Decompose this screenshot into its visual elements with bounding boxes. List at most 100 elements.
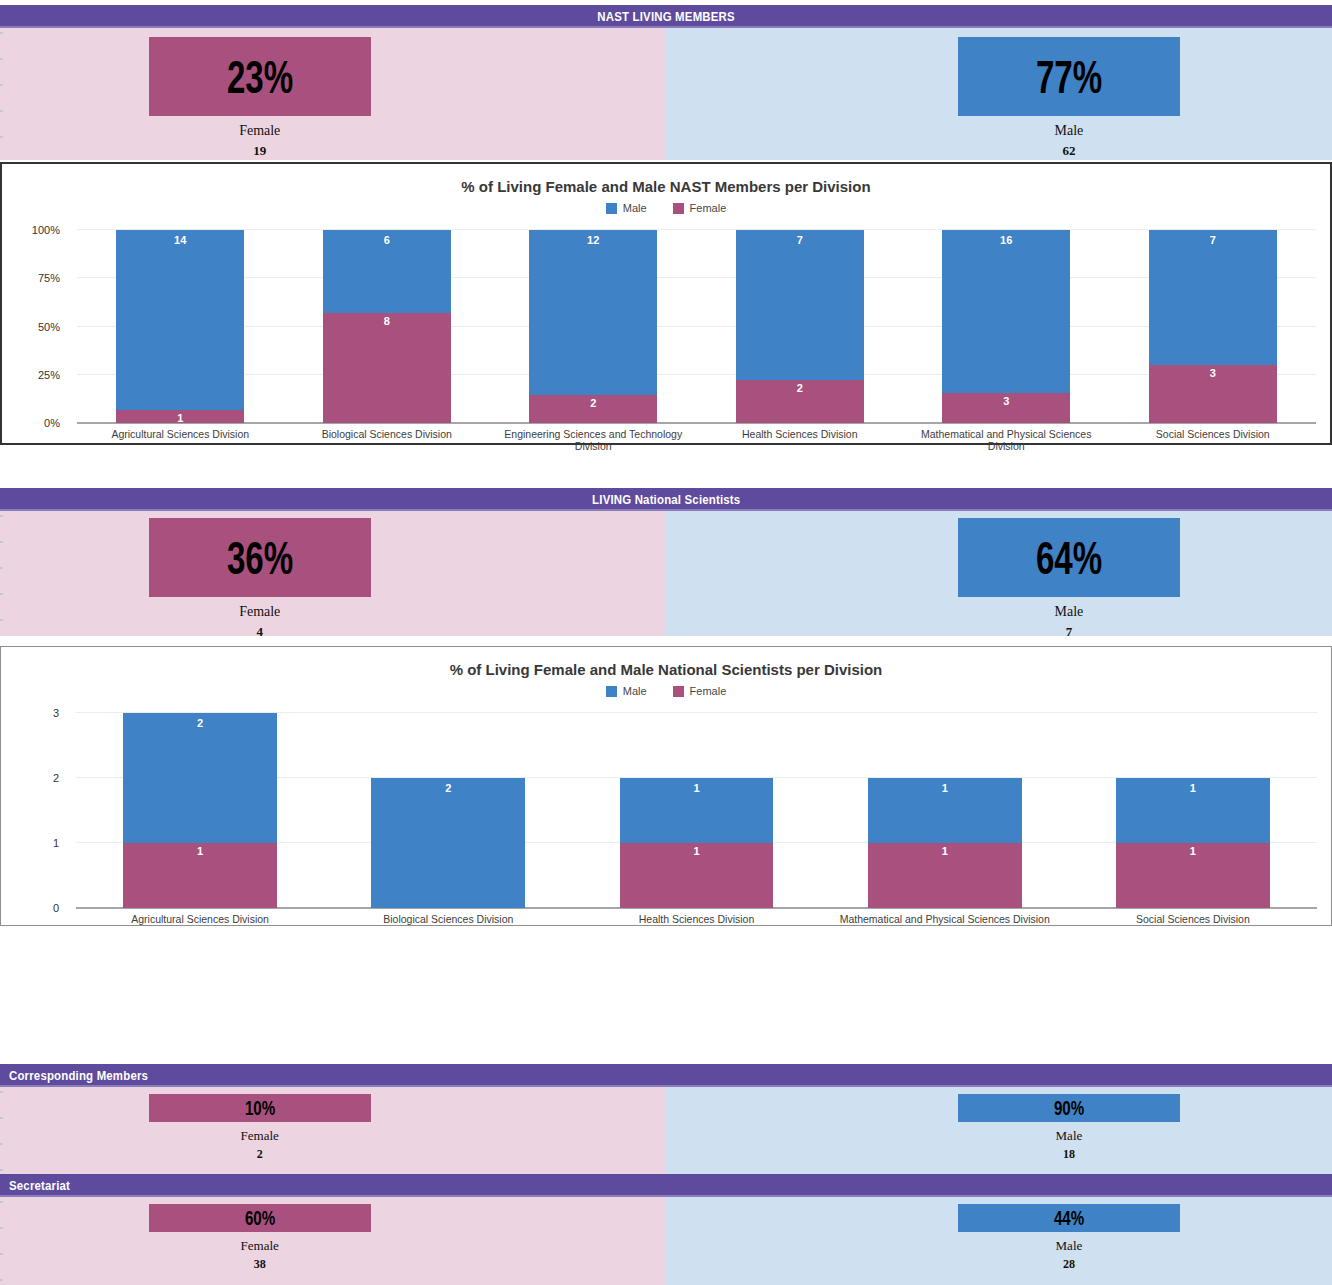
bar-segment-female[interactable]: 2 [529,395,657,423]
nast-members-chart-panel: % of Living Female and Male NAST Members… [0,162,1332,445]
bar-segment-male[interactable]: 7 [736,230,864,380]
bar-segment-male[interactable]: 1 [620,778,774,843]
male-panel: 44% Male 28 [666,1197,1332,1285]
chart-title: % of Living Female and Male National Sci… [1,661,1331,678]
bar-value-label: 14 [116,234,244,246]
x-tick-label: Social Sciences Division [1069,913,1317,925]
bar-segment-male[interactable]: 2 [371,778,525,908]
bar-segment-male[interactable]: 14 [116,230,244,410]
female-percent-box[interactable]: 10% [149,1094,371,1122]
chart-area: 0%25%50%75%100% 141681227216373 Agricult… [77,230,1316,452]
bar-value-label: 1 [868,845,1022,857]
bar-segment-female[interactable]: 3 [942,393,1070,423]
legend-label-female: Female [690,202,727,214]
bar-slot: 2 [324,713,572,908]
bar-slot: 122 [490,230,697,423]
legend-item-male[interactable]: Male [606,202,647,214]
x-tick-label: Agricultural Sciences Division [76,913,324,925]
bar-value-label: 16 [942,234,1070,246]
bar-segment-female[interactable]: 1 [868,843,1022,908]
section-title: Corresponding Members [9,1064,148,1087]
bar-value-label: 1 [123,845,277,857]
female-percent-box[interactable]: 60% [149,1204,371,1232]
male-percent-value: 44% [1054,1206,1084,1230]
chart-legend: Male Female [1,685,1331,697]
male-summary-card: 64% Male 7 [958,518,1180,640]
bar-segment-male[interactable]: 2 [123,713,277,843]
y-tick-label: 0% [44,417,60,429]
male-percent-value: 64% [1036,531,1102,585]
stacked-bar[interactable]: 11 [868,778,1022,908]
bar-slot: 68 [284,230,491,423]
male-percent-box[interactable]: 90% [958,1094,1180,1122]
section-secretariat: Secretariat 60% Female 38 44% Male 28 [0,1174,1332,1285]
section-title: LIVING National Scientists [592,488,740,511]
female-percent-box[interactable]: 36% [149,518,371,597]
bar-segment-male[interactable]: 7 [1149,230,1277,365]
male-count: 7 [958,624,1180,640]
bar-segment-male[interactable]: 1 [1116,778,1270,843]
bar-value-label: 7 [1149,234,1277,246]
stacked-bar[interactable]: 14 1 [116,230,244,423]
x-tick-label: Agricultural Sciences Division [77,428,284,452]
bar-chart-plot: 0%25%50%75%100% 141681227216373 [77,230,1316,423]
bar-segment-female[interactable]: 3 [1149,365,1277,423]
bar-segment-male[interactable]: 1 [868,778,1022,843]
female-panel: 23% Female 19 [0,28,666,160]
bar-segment-female[interactable]: 8 [323,313,451,423]
stacked-bar[interactable]: 73 [1149,230,1277,423]
summary-cards-row: 60% Female 38 44% Male 28 [0,1197,1332,1285]
bar-slot: 11 [572,713,820,908]
stacked-bar[interactable]: 122 [529,230,657,423]
legend-item-male[interactable]: Male [606,685,647,697]
bar-segment-female[interactable]: 2 [736,380,864,423]
legend-item-female[interactable]: Female [673,202,727,214]
bar-segment-male[interactable]: 12 [529,230,657,395]
female-percent-value: 23% [227,50,293,104]
bar-segment-male[interactable]: 6 [323,230,451,313]
stacked-bar[interactable]: 21 [123,713,277,908]
bar-segment-female[interactable]: 1 [620,843,774,908]
male-summary-card: 77% Male 62 [958,37,1180,159]
stacked-bar[interactable]: 16 3 [942,230,1070,423]
stacked-bar[interactable]: 11 [620,778,774,908]
legend-item-female[interactable]: Female [673,685,727,697]
female-count: 4 [149,624,371,640]
bar-value-label: 1 [620,845,774,857]
section-title: Secretariat [9,1174,70,1197]
bar-segment-male[interactable]: 16 [942,230,1070,393]
female-percent-value: 10% [245,1096,275,1120]
female-swatch-icon [673,203,684,214]
female-summary-card: 10% Female 2 [149,1094,371,1162]
female-summary-card: 60% Female 38 [149,1204,371,1272]
bar-segment-female[interactable]: 1 [116,410,244,423]
y-tick-label: 75% [38,272,60,284]
bar-segment-female[interactable]: 1 [123,843,277,908]
female-panel: 60% Female 38 [0,1197,666,1285]
bar-segment-female[interactable]: 1 [1116,843,1270,908]
male-percent-box[interactable]: 64% [958,518,1180,597]
section-header-bar: Secretariat [0,1174,1332,1197]
stacked-bar[interactable]: 72 [736,230,864,423]
stacked-bar[interactable]: 68 [323,230,451,423]
female-label: Female [149,1238,371,1254]
male-percent-box[interactable]: 44% [958,1204,1180,1232]
male-label: Male [958,123,1180,139]
y-axis: 0%25%50%75%100% [10,230,68,423]
female-percent-box[interactable]: 23% [149,37,371,116]
x-axis-labels: Agricultural Sciences DivisionBiological… [77,428,1316,452]
x-tick-label: Mathematical and Physical Sciences Divis… [821,913,1069,925]
x-axis-labels: Agricultural Sciences DivisionBiological… [76,913,1317,925]
female-summary-card: 23% Female 19 [149,37,371,159]
stacked-bar[interactable]: 11 [1116,778,1270,908]
male-percent-box[interactable]: 77% [958,37,1180,116]
y-tick-label: 1 [53,837,59,849]
female-swatch-icon [673,686,684,697]
male-panel: 90% Male 18 [666,1087,1332,1174]
y-tick-label: 25% [38,369,60,381]
bar-value-label: 1 [1116,845,1270,857]
stacked-bar[interactable]: 2 [371,778,525,908]
male-label: Male [958,604,1180,620]
x-tick-label: Engineering Sciences and Technology Divi… [490,428,697,452]
chart-legend: Male Female [2,202,1330,214]
